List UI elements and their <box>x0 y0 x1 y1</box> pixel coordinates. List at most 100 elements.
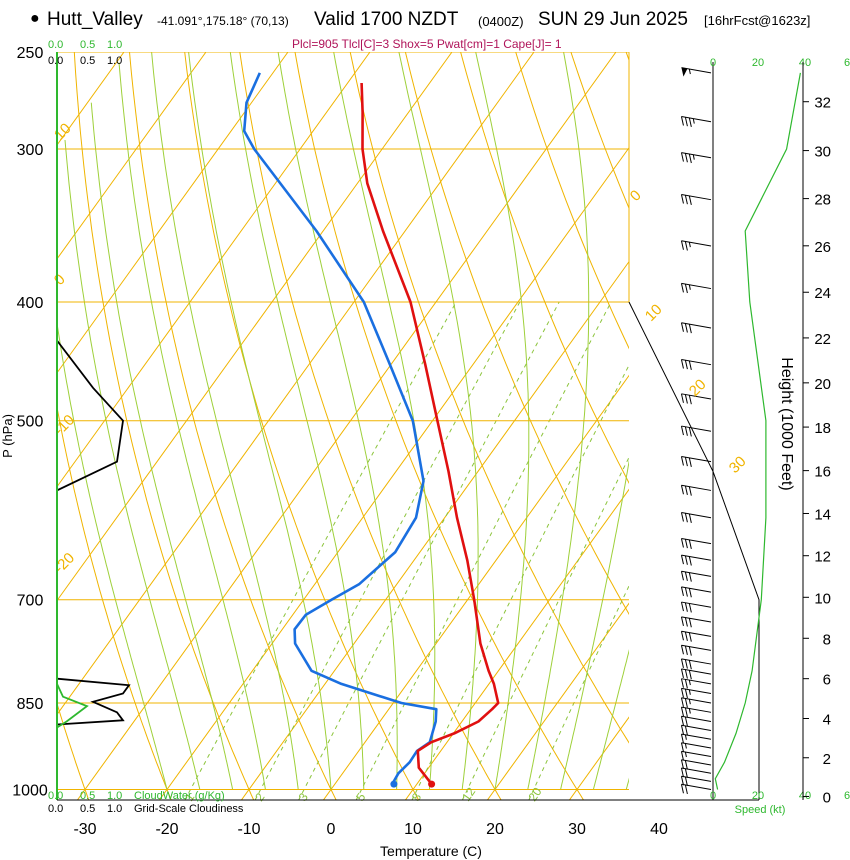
wind-barb-full <box>688 427 692 437</box>
wind-barb-staff <box>681 750 712 758</box>
wind-barb-full <box>684 760 688 770</box>
wind-barb-staff <box>681 783 712 790</box>
dry-adiabat-line <box>184 52 420 800</box>
cloudiness-label: Grid-Scale Cloudiness <box>134 803 244 815</box>
wind-barb-full <box>680 688 684 698</box>
cloudiness-line <box>57 52 131 790</box>
wind-barb <box>680 724 712 736</box>
wind-barb-staff <box>681 658 712 665</box>
wind-barb-full <box>684 768 688 778</box>
wind-barb <box>680 644 712 656</box>
pressure-tick-label: 250 <box>17 45 44 62</box>
wind-barb-full <box>680 283 684 293</box>
mixing-ratio-line <box>254 301 521 800</box>
height-tick-label: 14 <box>814 506 831 523</box>
wind-barb-full <box>688 324 692 334</box>
wind-barb <box>680 775 712 787</box>
wind-barb <box>680 393 712 405</box>
wind-barb-half <box>688 699 691 705</box>
speed-tick-bottom: 0 <box>710 790 716 802</box>
wind-barb-full <box>680 658 684 668</box>
wind-barb-full <box>680 601 684 612</box>
wind-barb-full <box>684 776 688 787</box>
isotherm-line <box>159 146 629 800</box>
wind-barb-staff <box>681 775 712 782</box>
mixing-ratio-line <box>184 301 457 800</box>
moist-adiabat-line <box>592 649 629 790</box>
wind-barb-full <box>680 725 684 735</box>
cloudwater-line <box>57 52 89 790</box>
wind-barb-full <box>688 646 692 656</box>
wind-barb-full <box>684 725 688 736</box>
mixing-ratio-label: 2 <box>252 790 267 804</box>
bottom-cloudwater-scale: 0.5 <box>80 790 95 802</box>
wind-barb-full <box>684 555 688 565</box>
bottom-cloudwater-scale: 1.0 <box>107 790 122 802</box>
station-coordinates: -41.091°,175.18° (70,13) <box>157 14 289 28</box>
wind-barb <box>680 742 712 752</box>
surface-temperature-point <box>428 780 436 788</box>
isotherm-label: 10 <box>642 301 666 325</box>
wind-barb-full <box>688 572 692 582</box>
isotherm-line <box>241 260 629 800</box>
height-tick-label: 26 <box>814 239 831 256</box>
height-tick-label: 8 <box>823 631 831 648</box>
wind-barb-full <box>680 512 684 522</box>
wind-barb-full <box>680 554 684 565</box>
wind-barb-half <box>688 689 691 695</box>
wind-barb <box>680 697 712 708</box>
wind-barb <box>681 67 712 77</box>
moist-adiabat-line <box>475 52 530 790</box>
wind-barb <box>680 512 712 524</box>
moist-adiabat-line <box>64 139 201 790</box>
wind-barb-full <box>680 631 684 641</box>
wind-barb <box>680 658 712 670</box>
wind-speed-profile <box>714 72 801 790</box>
wind-barb-full <box>688 486 692 496</box>
wind-barb-staff <box>681 512 712 519</box>
moist-adiabat-line <box>118 62 266 790</box>
isotherm-line <box>323 374 629 800</box>
wind-barb-staff <box>681 733 712 740</box>
wind-barb-full <box>684 117 688 127</box>
wind-barb <box>680 537 712 549</box>
bottom-cloudiness-scale: 0.5 <box>80 803 95 815</box>
wind-barb-full <box>680 751 684 761</box>
wind-barb-full <box>684 688 688 699</box>
wind-barb <box>680 630 712 642</box>
wind-barb-full <box>680 784 684 794</box>
wind-barb-full <box>680 678 684 688</box>
height-tick-label: 24 <box>814 285 831 302</box>
wind-barb-staff <box>681 668 712 675</box>
wind-barb-half <box>692 118 695 124</box>
top-cloudwater-scale: 1.0 <box>107 39 122 51</box>
wind-barb-staff <box>681 393 712 400</box>
dry-adiabat-line <box>57 404 172 800</box>
wind-barb-staff <box>681 678 712 685</box>
x-tick-label: -30 <box>73 821 96 838</box>
bottom-cloudiness-scale: 1.0 <box>107 803 122 815</box>
wind-barb-staff <box>681 630 712 637</box>
wind-barb-full <box>684 587 688 597</box>
top-cloudiness-scale: 0.5 <box>80 55 95 67</box>
wind-barb-full <box>684 153 688 163</box>
wind-barb <box>680 484 712 496</box>
wind-barb-full <box>684 571 688 582</box>
wind-barb-full <box>688 660 692 670</box>
valid-time-utc: (0400Z) <box>478 14 524 29</box>
wind-barb-full <box>680 706 684 717</box>
wind-barb <box>680 767 712 778</box>
wind-barb-full <box>684 195 688 205</box>
valid-date: SUN 29 Jun 2025 <box>538 9 688 30</box>
height-tick-label: 20 <box>814 376 831 393</box>
wind-barb-staff <box>681 193 712 201</box>
wind-barb-pennant <box>681 67 688 77</box>
wind-barb-full <box>680 776 684 786</box>
wind-barb-staff <box>681 706 712 713</box>
wind-barb-staff <box>681 554 712 561</box>
parcel-parameters: Plcl=905 Tlcl[C]=3 Shox=5 Pwat[cm]=1 Cap… <box>292 37 562 51</box>
wind-barb-full <box>688 556 692 566</box>
mixing-ratio-label: 5 <box>353 790 368 804</box>
wind-barb <box>680 116 712 127</box>
wind-barb <box>680 282 712 294</box>
